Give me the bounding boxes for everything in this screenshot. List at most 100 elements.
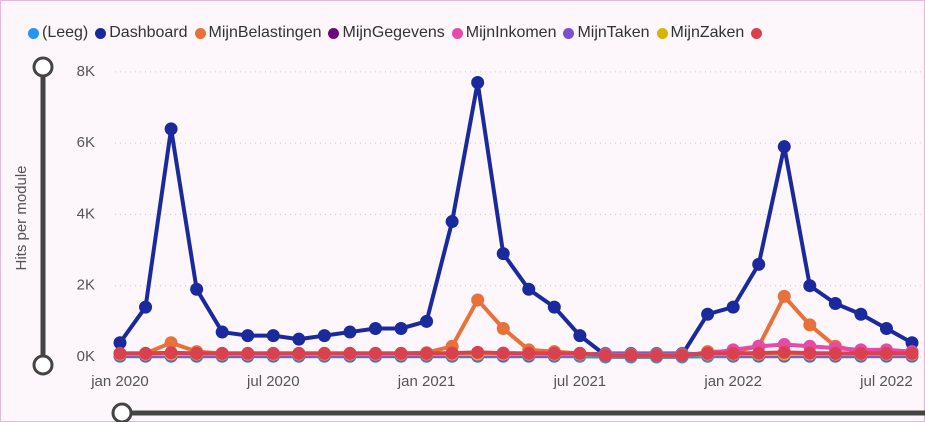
data-point (471, 76, 485, 90)
legend-item[interactable]: MijnBelastingen (194, 24, 322, 42)
data-point (139, 346, 153, 360)
data-point (368, 321, 382, 335)
y-axis-title: Hits per module (13, 165, 30, 270)
data-point (113, 346, 127, 360)
x-zoom-handle[interactable] (111, 402, 133, 422)
data-point (803, 318, 817, 332)
data-point (471, 345, 485, 359)
data-point (522, 346, 536, 360)
legend-swatch (563, 27, 575, 39)
legend-label: MijnInkomen (465, 24, 557, 41)
data-point (368, 346, 382, 360)
data-point (496, 247, 510, 261)
x-tick-label: jan 2020 (90, 373, 149, 390)
y-tick-label: 8K (77, 63, 95, 80)
data-point (241, 346, 255, 360)
data-point (675, 348, 689, 362)
legend-label: (Leeg) (42, 24, 89, 41)
x-tick-label: jul 2022 (859, 373, 913, 390)
data-point (803, 346, 817, 360)
y-tick-label: 6K (77, 134, 95, 151)
legend-item[interactable]: (Leeg) (28, 24, 88, 42)
data-point (650, 348, 664, 362)
data-point (777, 345, 791, 359)
legend-item[interactable]: MijnZaken (656, 24, 745, 42)
data-point (777, 140, 791, 154)
data-point (317, 346, 331, 360)
legend-swatch (451, 27, 463, 39)
data-point (420, 346, 434, 360)
data-point (752, 257, 766, 271)
legend-item[interactable]: MijnInkomen (451, 24, 557, 42)
data-point (266, 329, 280, 343)
data-point (777, 289, 791, 303)
data-point (139, 300, 153, 314)
data-point (292, 346, 306, 360)
data-point (215, 346, 229, 360)
data-point (496, 346, 510, 360)
legend-swatch (28, 27, 39, 39)
legend-swatch (194, 27, 206, 39)
legend-swatch (328, 27, 340, 39)
data-point (828, 346, 842, 360)
data-point (803, 279, 817, 293)
data-point (394, 346, 408, 360)
data-point (854, 346, 868, 360)
legend-label: MijnZaken (670, 24, 745, 41)
data-point (547, 346, 561, 360)
data-point (496, 321, 510, 335)
y-zoom-handle[interactable] (32, 354, 54, 376)
data-point (266, 346, 280, 360)
data-point (828, 297, 842, 311)
legend-label: MijnGegevens (342, 24, 445, 41)
y-tick-label: 2K (77, 277, 95, 294)
data-point (726, 346, 740, 360)
x-tick-label: jan 2021 (397, 373, 456, 390)
legend-item[interactable]: MijnTaken (563, 24, 650, 42)
data-point (879, 321, 893, 335)
legend-swatch (656, 27, 668, 39)
data-point (726, 300, 740, 314)
data-point (752, 346, 766, 360)
data-point (343, 325, 357, 339)
data-point (164, 346, 178, 360)
data-point (573, 329, 587, 343)
legend-item[interactable] (751, 24, 763, 42)
legend: (Leeg) Dashboard MijnBelastingen MijnGegeve… (28, 24, 763, 42)
data-point (905, 336, 919, 350)
legend-item[interactable]: MijnGegevens (328, 24, 445, 42)
data-point (113, 336, 127, 350)
legend-swatch (751, 27, 763, 39)
data-point (471, 293, 485, 307)
data-point (854, 307, 868, 321)
series-line (118, 82, 913, 358)
x-tick-label: jul 2021 (553, 373, 607, 390)
data-point (241, 329, 255, 343)
data-point (215, 325, 229, 339)
x-tick-label: jan 2022 (703, 373, 762, 390)
data-point (547, 300, 561, 314)
data-point (701, 346, 715, 360)
data-point (343, 346, 357, 360)
data-point (317, 329, 331, 343)
y-tick-label: 0K (77, 348, 95, 365)
data-point (190, 346, 204, 360)
data-point (624, 348, 638, 362)
legend-label: Dashboard (109, 24, 188, 41)
data-point (292, 332, 306, 346)
data-point (445, 346, 459, 360)
legend-label: MijnBelastingen (208, 24, 322, 41)
legend-item[interactable]: Dashboard (95, 24, 188, 42)
data-point (522, 282, 536, 296)
data-point (190, 282, 204, 296)
data-point (701, 307, 715, 321)
data-point (573, 346, 587, 360)
data-point (905, 346, 919, 360)
data-point (445, 215, 459, 229)
y-zoom-handle[interactable] (32, 56, 54, 78)
data-point (394, 321, 408, 335)
legend-label: MijnTaken (577, 24, 650, 41)
legend-swatch (95, 27, 107, 39)
series-line (120, 292, 913, 359)
